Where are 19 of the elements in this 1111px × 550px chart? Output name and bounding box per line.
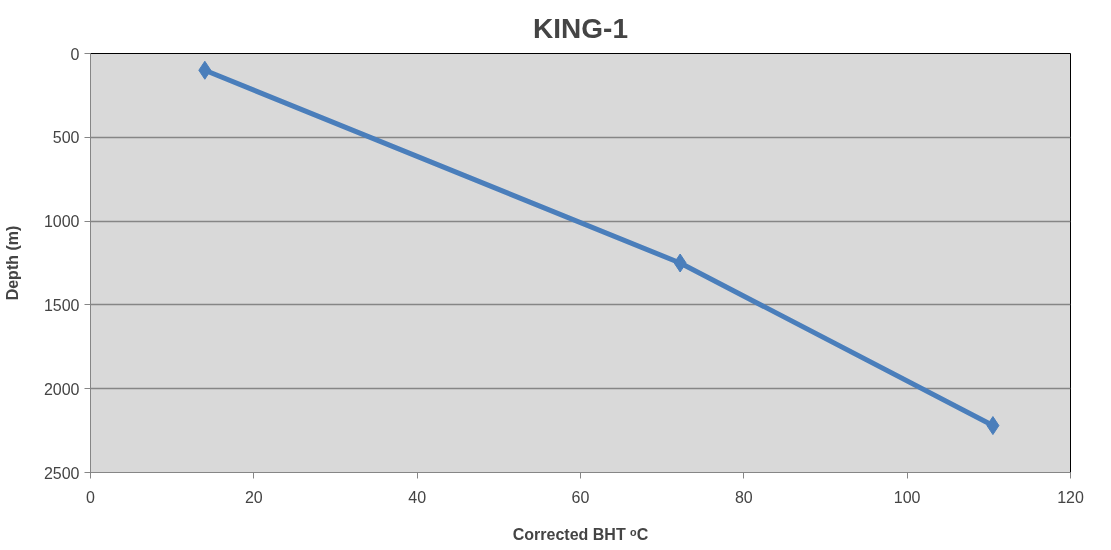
y-tick-label: 2000 [43, 380, 80, 398]
y-tick-label: 1500 [43, 296, 80, 314]
x-tick-label: 120 [1057, 488, 1084, 506]
y-tick-label: 2500 [43, 464, 80, 482]
chart-title: KING-1 [533, 12, 628, 44]
y-tick-label: 500 [52, 129, 80, 147]
point [198, 60, 212, 80]
y-axis-title: Depth (m) [3, 225, 21, 301]
point [986, 416, 1000, 436]
y-tick-label: 1000 [43, 213, 80, 231]
x-tick-label: 40 [408, 488, 427, 506]
x-axis-title: Corrected BHT ᵒC [512, 525, 649, 543]
x-tick-label: 100 [893, 488, 921, 506]
x-tick-label: 0 [86, 488, 96, 506]
x-tick-label: 20 [244, 488, 263, 506]
point [673, 253, 687, 273]
x-tick-label: 80 [734, 488, 753, 506]
x-tick-label: 60 [571, 488, 590, 506]
y-tick-label: 0 [70, 45, 80, 63]
